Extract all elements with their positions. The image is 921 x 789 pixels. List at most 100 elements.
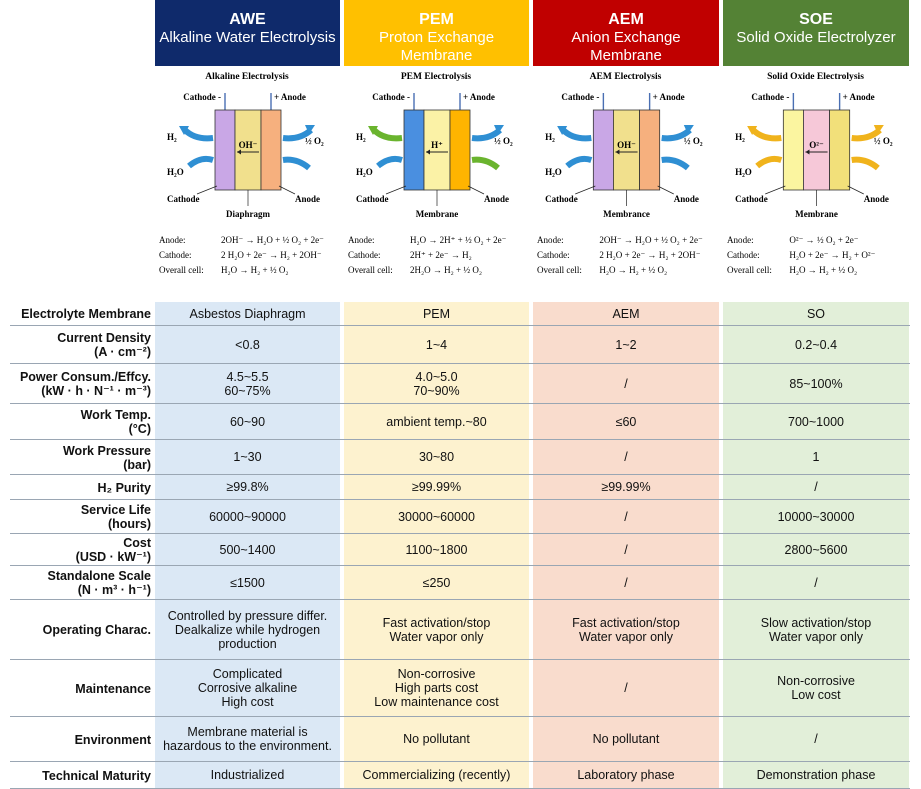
aem-anode-layer xyxy=(639,109,661,191)
cell-line: PEM xyxy=(422,306,451,321)
row-label-line: (kW · h · N⁻¹ · m⁻³) xyxy=(41,384,151,398)
row-label-line: (°C) xyxy=(128,422,151,436)
pem-eq-anode-label: Anode: xyxy=(348,235,375,245)
pem-diagram-svg: PEM Electrolysis Cathode - + Anode H⁺ H₂ H₂O ½… xyxy=(348,72,513,275)
awe-h2o-label: H₂O xyxy=(167,167,184,177)
row-label-line: Standalone Scale xyxy=(47,569,151,583)
aem-separator-label: Membrance xyxy=(603,209,650,219)
awe-eq-anode: 2OH⁻ → H₂O + ½ O₂ + 2e⁻ xyxy=(221,235,324,245)
cell-awe: 60~90 xyxy=(155,404,340,439)
row-label-line: (A · cm⁻²) xyxy=(94,345,151,359)
cell-soe: Slow activation/stop Water vapor only xyxy=(723,600,909,659)
cell-aem: / xyxy=(533,440,719,474)
cell-line: Fast activation/stop xyxy=(572,615,680,630)
cell-line: production xyxy=(218,636,277,651)
cell-line: Low maintenance cost xyxy=(374,695,499,709)
soe-cathode-top-label: Cathode - xyxy=(751,92,789,102)
awe-h2o-anode-arrow xyxy=(282,156,311,171)
cell-line: Asbestos Diaphragm xyxy=(189,306,306,321)
row-label-12: Technical Maturity xyxy=(10,762,151,789)
aem-eq-overall-label: Overall cell: xyxy=(537,265,582,275)
soe-anode-label: Anode xyxy=(864,194,889,204)
cell-pem: 30~80 xyxy=(344,440,529,474)
cell-line: Dealkalize while hydrogen xyxy=(174,622,321,637)
pem-cathode-leader xyxy=(385,185,407,195)
cell-line: 2800~5600 xyxy=(784,542,848,557)
cell-soe: 2800~5600 xyxy=(723,534,909,565)
soe-h2o-label: H₂O xyxy=(735,167,752,177)
header-awe-full: Alkaline Water Electrolysis xyxy=(159,29,336,46)
cell-line: / xyxy=(624,376,628,391)
cell-aem: / xyxy=(533,500,719,533)
awe-separator-label: Diaphragm xyxy=(226,209,271,219)
row-label-line: Technical Maturity xyxy=(42,768,151,783)
cell-soe: 10000~30000 xyxy=(723,500,909,533)
cell-awe: 1~30 xyxy=(155,440,340,474)
row-label-7: Cost (USD · kW⁻¹) xyxy=(10,534,151,566)
row-divider xyxy=(10,599,910,600)
awe-cathode-leader xyxy=(196,185,218,195)
row-label-1: Current Density (A · cm⁻²) xyxy=(10,326,151,364)
awe-eq-overall: H₂O → H₂ + ½ O₂ xyxy=(221,265,289,275)
soe-anode-leader xyxy=(847,185,864,195)
cell-line: 30~80 xyxy=(418,450,455,464)
pem-h2-arrow-head xyxy=(368,126,378,135)
cell-line: AEM xyxy=(612,306,640,321)
cell-line: No pollutant xyxy=(403,732,470,746)
soe-o2-label: ½ O₂ xyxy=(874,136,893,146)
row-label-line: (hours) xyxy=(107,517,151,531)
cell-line: 1100~1800 xyxy=(405,542,468,557)
row-divider xyxy=(10,363,910,364)
row-divider xyxy=(10,403,910,404)
cell-line: 500~1400 xyxy=(219,542,276,557)
cell-aem: ≤60 xyxy=(533,404,719,439)
aem-h2-label: H₂ xyxy=(545,132,555,142)
cell-pem: 30000~60000 xyxy=(344,500,529,533)
cell-soe: 1 xyxy=(723,440,909,474)
cell-line: 1~2 xyxy=(615,337,637,352)
cell-line: 60~75% xyxy=(224,383,271,398)
awe-o2-arrow-head xyxy=(305,125,315,134)
header-aem-abbr: AEM xyxy=(608,11,644,28)
row-divider xyxy=(10,439,910,440)
cell-line: Water vapor only xyxy=(389,629,484,644)
cell-pem: Commercializing (recently) xyxy=(344,762,529,788)
cell-soe: 700~1000 xyxy=(723,404,909,439)
aem-eq-overall: H₂O → H₂ + ½ O₂ xyxy=(599,265,667,275)
header-soe-full: Solid Oxide Electrolyzer xyxy=(736,29,896,46)
aem-anode-leader xyxy=(657,185,674,195)
pem-anode-label: Anode xyxy=(484,194,509,204)
row-label-line: Maintenance xyxy=(75,681,151,696)
awe-anode-label: Anode xyxy=(295,194,320,204)
pem-eq-cathode: 2H⁺ + 2e⁻ → H₂ xyxy=(410,250,472,260)
row-divider xyxy=(10,716,910,717)
aem-h2-arrow-head xyxy=(557,126,568,135)
cell-soe: / xyxy=(723,475,909,499)
aem-diagram-title: AEM Electrolysis xyxy=(590,72,662,82)
cell-awe: Complicated Corrosive alkaline High cost xyxy=(155,660,340,716)
header-awe: AWE Alkaline Water Electrolysis xyxy=(155,0,340,66)
soe-anode-top-label: + Anode xyxy=(843,92,875,102)
cell-aem: AEM xyxy=(533,302,719,325)
awe-eq-cathode: 2 H₂O + 2e⁻ → H₂ + 2OH⁻ xyxy=(221,250,322,260)
diagram-awe: Alkaline Electrolysis Cathode - + Anode OH⁻… xyxy=(155,68,340,290)
aem-cathode-leader xyxy=(575,185,596,195)
awe-anode-top-label: + Anode xyxy=(274,92,306,102)
cell-line: Slow activation/stop xyxy=(760,615,872,630)
row-label-line: Service Life xyxy=(80,503,151,517)
aem-eq-anode: 2OH⁻ → H₂O + ½ O₂ + 2e⁻ xyxy=(599,235,703,245)
soe-h2o-anode-arrow xyxy=(851,156,880,171)
pem-h2-arrow xyxy=(371,127,403,142)
diagram-aem: AEM Electrolysis Cathode - + Anode OH⁻ H₂ H₂O… xyxy=(533,68,719,290)
cell-line: ≥99.99% xyxy=(601,480,651,494)
header-awe-abbr: AWE xyxy=(229,11,266,28)
row-label-line: Work Temp. xyxy=(80,408,151,422)
soe-h2-arrow-head xyxy=(747,126,758,135)
awe-electrolyte-layer xyxy=(234,109,262,191)
cell-line: / xyxy=(814,480,818,494)
cell-line: Corrosive alkaline xyxy=(197,681,298,695)
cell-aem: / xyxy=(533,364,719,403)
soe-h2o-arrow xyxy=(755,155,783,169)
awe-h2o-arrow xyxy=(187,155,214,169)
awe-eq-cathode-label: Cathode: xyxy=(159,250,192,260)
